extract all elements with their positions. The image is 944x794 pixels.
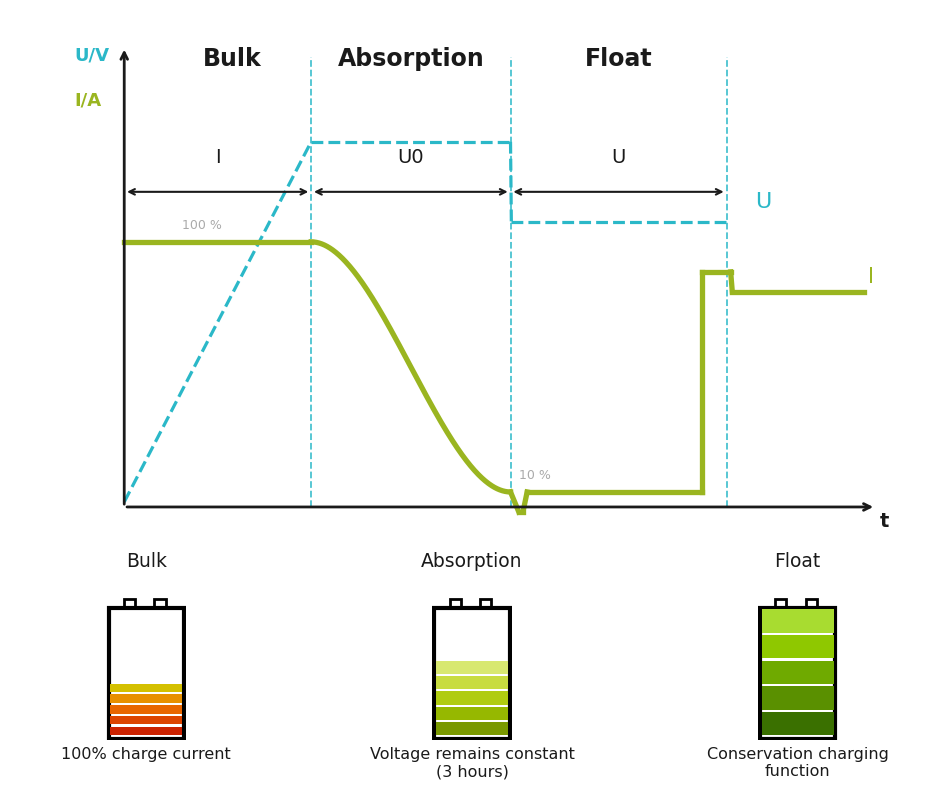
Text: Voltage remains constant
(3 hours): Voltage remains constant (3 hours) <box>369 746 575 779</box>
Bar <box>436 707 508 720</box>
Bar <box>436 676 508 689</box>
Bar <box>762 686 834 710</box>
Bar <box>480 599 491 607</box>
Bar <box>762 610 834 633</box>
Text: I: I <box>868 267 874 287</box>
Bar <box>110 694 182 703</box>
Bar <box>436 692 508 704</box>
Text: I/A: I/A <box>75 92 102 110</box>
Text: Bulk: Bulk <box>203 47 261 71</box>
Bar <box>762 711 834 735</box>
Text: Float: Float <box>775 553 820 572</box>
Bar <box>762 635 834 658</box>
Text: U/V: U/V <box>75 47 110 65</box>
Bar <box>110 716 182 724</box>
Bar <box>436 722 508 735</box>
Text: U: U <box>755 192 772 212</box>
Bar <box>110 705 182 714</box>
Text: 10 %: 10 % <box>519 469 550 483</box>
Text: t: t <box>880 512 889 531</box>
Bar <box>805 599 817 607</box>
Bar <box>124 599 135 607</box>
Text: U0: U0 <box>397 148 424 167</box>
Text: U: U <box>612 148 626 167</box>
Text: Conservation charging
function: Conservation charging function <box>707 746 888 779</box>
Bar <box>775 599 786 607</box>
Bar <box>155 599 165 607</box>
Text: Absorption: Absorption <box>421 553 523 572</box>
Text: Absorption: Absorption <box>337 47 484 71</box>
Bar <box>449 599 461 607</box>
Text: 100% charge current: 100% charge current <box>61 746 231 761</box>
Bar <box>110 684 182 692</box>
Text: 100 %: 100 % <box>182 219 222 233</box>
Bar <box>436 661 508 674</box>
Text: Bulk: Bulk <box>126 553 167 572</box>
Text: Float: Float <box>584 47 652 71</box>
Bar <box>110 727 182 735</box>
Text: I: I <box>215 148 221 167</box>
Bar <box>762 661 834 684</box>
